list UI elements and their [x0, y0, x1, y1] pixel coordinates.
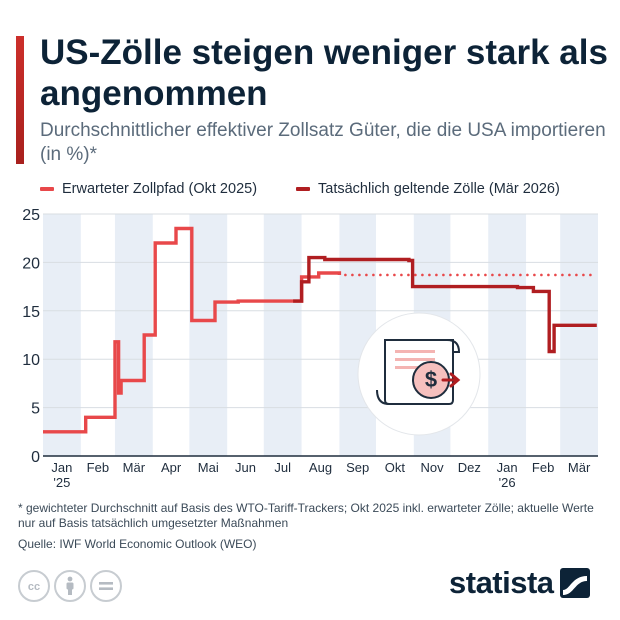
page-title: US-Zölle steigen weniger stark als angen… [40, 33, 608, 113]
y-tick-label: 20 [22, 255, 40, 272]
tariff-illustration: $ [357, 312, 481, 436]
month-band [560, 214, 598, 456]
x-tick-label: Mär [123, 460, 146, 475]
statista-mark-icon [559, 568, 590, 598]
legend-label-actual: Tatsächlich geltende Zölle (Mär 2026) [318, 181, 560, 197]
document-top-roll-icon [446, 339, 461, 353]
license-icons: cc [18, 570, 122, 602]
x-tick-label: Feb [532, 460, 554, 475]
month-band [263, 214, 302, 456]
x-year-label: '25 [53, 475, 70, 490]
x-tick-label: Apr [161, 460, 182, 475]
legend-swatch-expected [40, 187, 54, 191]
chart-legend: Erwarteter Zollpfad (Okt 2025) Tatsächli… [40, 181, 610, 201]
source-text: Quelle: IWF World Economic Outlook (WEO) [18, 537, 257, 551]
x-tick-label: Dez [458, 460, 481, 475]
x-tick-label: Okt [385, 460, 406, 475]
legend-item-actual: Tatsächlich geltende Zölle (Mär 2026) [296, 181, 560, 197]
statista-logo[interactable]: statista [449, 565, 590, 601]
legend-label-expected: Erwarteter Zollpfad (Okt 2025) [62, 181, 258, 197]
arrow-right-icon [441, 372, 461, 388]
y-tick-label: 5 [31, 401, 40, 418]
cc-icon[interactable]: cc [18, 570, 50, 602]
svg-text:cc: cc [28, 581, 40, 592]
y-tick-label: 10 [22, 352, 40, 369]
footnote: * gewichteter Durchschnitt auf Basis des… [18, 501, 594, 530]
brand-name: statista [449, 565, 554, 600]
accent-bar [16, 36, 24, 164]
page-subtitle: Durchschnittlicher effektiver Zollsatz G… [40, 120, 606, 165]
chart-area: 0 5 10 15 20 25 Jan Feb Mär Apr Mai Jun Jul Aug Sep Okt… [22, 207, 599, 490]
month-band [339, 214, 376, 456]
x-tick-label: Jan [497, 460, 518, 475]
series-actual-line [293, 255, 597, 354]
document-curl-icon [376, 389, 443, 405]
x-tick-label: Nov [421, 460, 445, 475]
by-icon[interactable] [54, 570, 86, 602]
x-tick-label: Mär [568, 460, 591, 475]
legend-item-expected: Erwarteter Zollpfad (Okt 2025) [40, 181, 257, 197]
x-year-label: '26 [499, 475, 516, 490]
x-tick-label: Jan [51, 460, 72, 475]
month-band [189, 214, 228, 456]
x-tick-label: Feb [87, 460, 109, 475]
y-tick-label: 25 [22, 207, 40, 224]
legend-swatch-actual [296, 187, 310, 191]
month-band [43, 214, 81, 456]
y-tick-label: 0 [31, 449, 40, 466]
nd-icon[interactable] [90, 570, 122, 602]
x-tick-label: Jul [274, 460, 291, 475]
x-tick-label: Jun [235, 460, 256, 475]
x-tick-label: Aug [309, 460, 332, 475]
document-text-line [395, 350, 435, 353]
month-band [488, 214, 527, 456]
document-text-line [395, 358, 435, 361]
y-tick-label: 15 [22, 304, 40, 321]
x-tick-label: Sep [346, 460, 369, 475]
dollar-sign-icon: $ [425, 367, 437, 392]
document-text-line [395, 366, 435, 369]
x-tick-label: Mai [198, 460, 219, 475]
